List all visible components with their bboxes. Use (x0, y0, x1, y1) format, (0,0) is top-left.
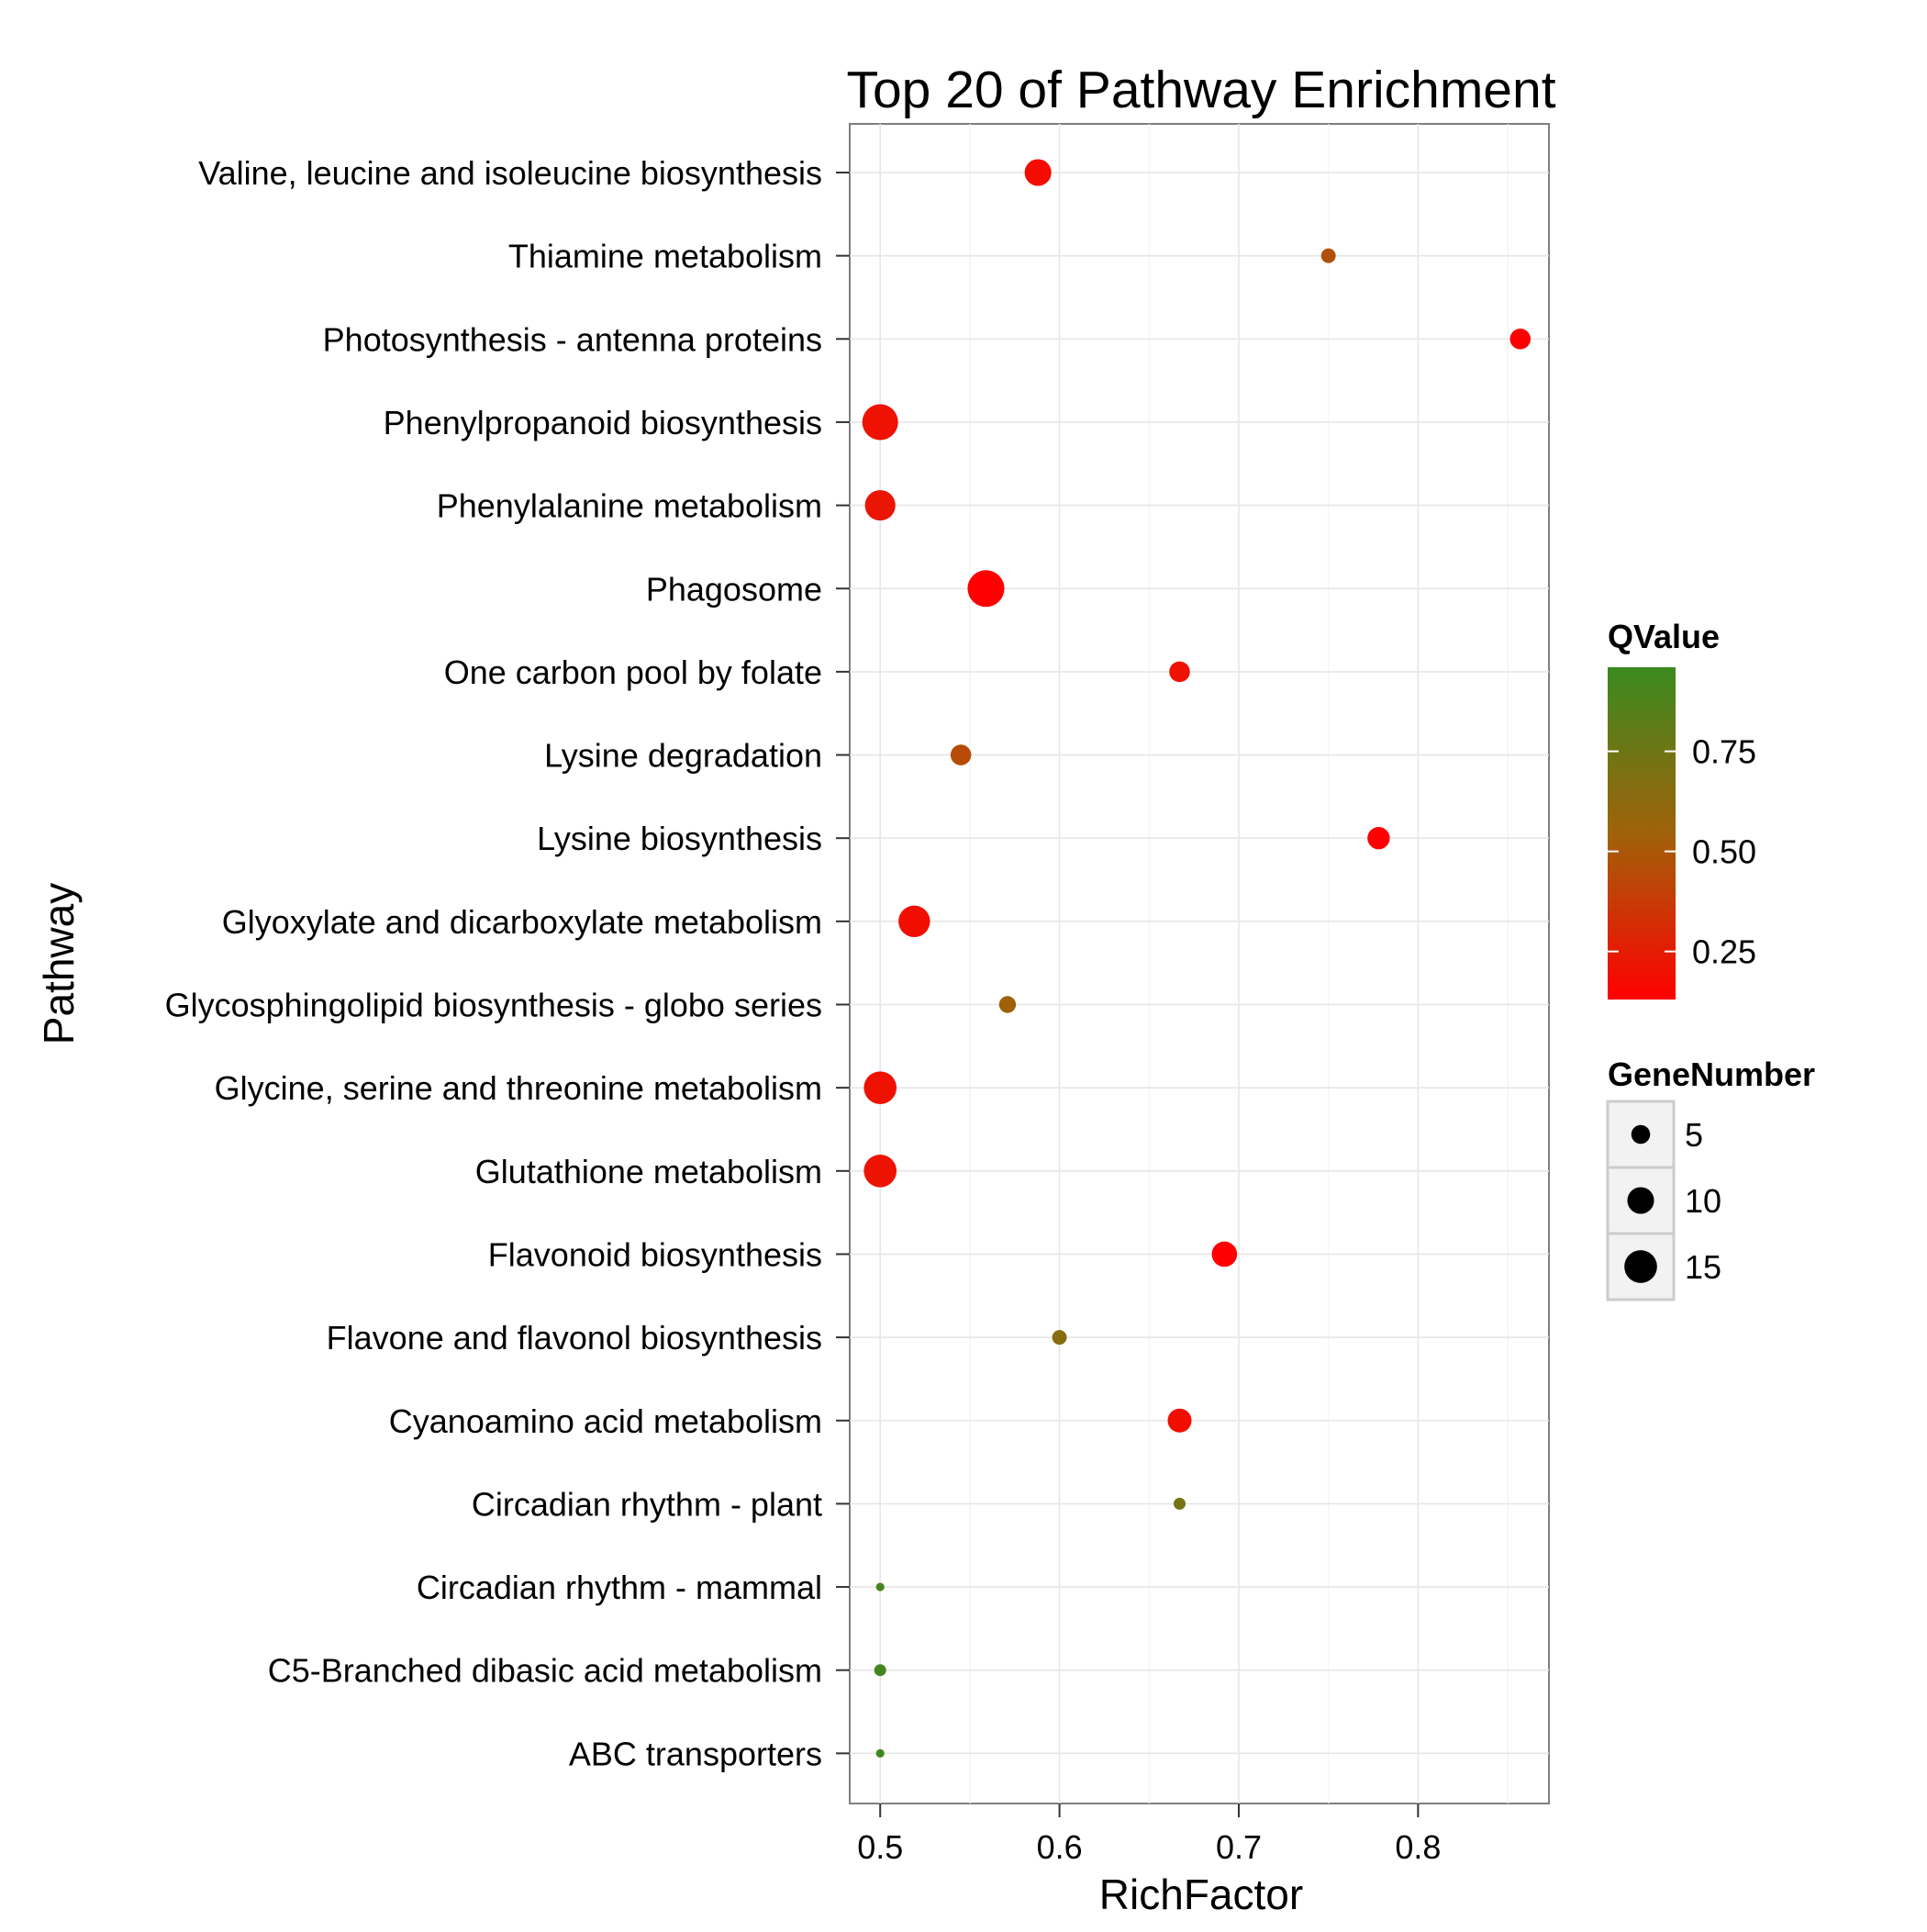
size-legend-label: 15 (1685, 1248, 1721, 1286)
colorbar-ticks: 0.25 0.50 0.75 (1608, 733, 1756, 971)
y-tick-label: Phenylpropanoid biosynthesis (384, 404, 822, 441)
size-legend-dot (1624, 1250, 1657, 1283)
legend-qvalue: QValue 0.25 0.50 0.75 (1608, 618, 1756, 1000)
data-point (1509, 329, 1532, 350)
y-tick-label: Cyanoamino acid metabolism (389, 1402, 822, 1440)
y-axis: Valine, leucine and isoleucine biosynthe… (165, 154, 850, 1772)
legend-genenumber: GeneNumber 5 10 15 (1606, 1055, 1815, 1301)
size-legend-label: 10 (1685, 1182, 1721, 1220)
y-tick-label: C5-Branched dibasic acid metabolism (268, 1652, 822, 1690)
y-tick-label: Glycine, serine and threonine metabolism (215, 1069, 822, 1107)
data-point (998, 996, 1017, 1013)
data-point (862, 404, 898, 441)
x-axis: 0.5 0.6 0.7 0.8 (857, 1804, 1441, 1866)
grid-major (850, 124, 1549, 1804)
y-tick-label: Flavone and flavonol biosynthesis (327, 1319, 822, 1357)
legend-colorbar (1608, 667, 1676, 1000)
y-tick-label: Circadian rhythm - mammal (417, 1569, 822, 1606)
data-point (1367, 827, 1390, 850)
chart-title: Top 20 of Pathway Enrichment (846, 61, 1555, 119)
x-tick-label: 0.5 (857, 1828, 903, 1866)
grid-minor (969, 124, 1509, 1804)
data-point (1024, 159, 1052, 186)
legend-genenumber-title: GeneNumber (1608, 1055, 1815, 1093)
x-axis-title: RichFactor (1099, 1871, 1303, 1918)
data-point (875, 1582, 885, 1591)
colorbar-tick-label: 0.75 (1692, 733, 1756, 771)
y-tick-label: Lysine degradation (544, 737, 822, 775)
y-axis-title: Pathway (35, 883, 83, 1044)
legend-qvalue-title: QValue (1608, 618, 1720, 655)
y-tick-label: Photosynthesis - antenna proteins (323, 320, 822, 358)
data-point (1211, 1241, 1238, 1268)
y-tick-label: Lysine biosynthesis (537, 820, 822, 857)
data-point (864, 490, 896, 521)
size-legend-keys: 5 10 15 (1606, 1100, 1721, 1301)
size-legend-dot (1631, 1124, 1651, 1145)
data-point (875, 1748, 885, 1758)
data-points (862, 159, 1532, 1758)
y-tick-label: Valine, leucine and isoleucine biosynthe… (198, 154, 822, 192)
y-tick-label: Phagosome (646, 570, 822, 608)
y-tick-label: One carbon pool by folate (444, 653, 822, 691)
data-point (863, 1154, 897, 1188)
data-point (863, 1071, 897, 1104)
data-point (1167, 1408, 1192, 1433)
size-legend-dot (1627, 1187, 1654, 1214)
y-tick-label: Glyoxylate and dicarboxylate metabolism (222, 903, 822, 941)
data-point (1174, 1497, 1186, 1510)
x-tick-label: 0.7 (1216, 1828, 1262, 1866)
data-point (1052, 1330, 1067, 1346)
colorbar-tick-label: 0.50 (1692, 833, 1756, 871)
y-tick-label: Circadian rhythm - plant (472, 1485, 822, 1523)
data-point (967, 570, 1005, 608)
data-point (1169, 661, 1190, 683)
data-point (898, 905, 930, 938)
data-point (950, 744, 972, 765)
y-tick-label: Phenylalanine metabolism (437, 487, 822, 525)
x-tick-label: 0.8 (1395, 1828, 1441, 1866)
plot-panel (849, 123, 1550, 1804)
y-tick-label: Glycosphingolipid biosynthesis - globo s… (165, 987, 822, 1024)
y-tick-label: Flavonoid biosynthesis (488, 1235, 822, 1273)
y-tick-label: Thiamine metabolism (508, 238, 822, 275)
y-tick-label: ABC transporters (569, 1735, 822, 1772)
y-tick-label: Glutathione metabolism (475, 1153, 822, 1190)
x-tick-label: 0.6 (1037, 1828, 1083, 1866)
colorbar-tick-label: 0.25 (1692, 933, 1756, 971)
data-point (874, 1664, 886, 1677)
size-legend-label: 5 (1685, 1116, 1703, 1154)
data-point (1320, 248, 1336, 263)
